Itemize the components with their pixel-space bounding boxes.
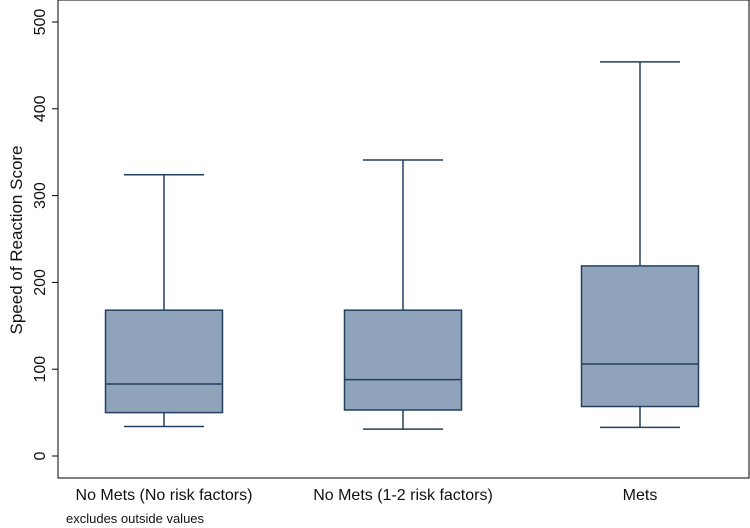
y-tick-label: 200 [32,269,49,296]
y-tick-label: 400 [32,95,49,122]
y-tick-label: 100 [32,356,49,383]
iqr-box [580,265,700,408]
y-tick-label: 300 [32,182,49,209]
y-tick-label: 0 [32,451,49,460]
x-category-label: No Mets (1-2 risk factors) [313,487,493,504]
x-category-label: Mets [623,487,658,504]
x-axis-labels: No Mets (No risk factors) No Mets (1-2 ri… [76,487,658,504]
box-group [343,159,463,430]
chart-note: excludes outside values [66,511,205,526]
iqr-box [343,309,463,411]
y-tick-label: 500 [32,9,49,36]
iqr-box [104,309,224,414]
x-category-label: No Mets (No risk factors) [76,487,253,504]
y-axis-ticks: 0 100 200 300 400 500 [32,9,58,460]
box-group [104,174,224,428]
y-axis-label: Speed of Reaction Score [7,145,26,334]
box-series [104,61,700,430]
box-group [580,61,700,429]
